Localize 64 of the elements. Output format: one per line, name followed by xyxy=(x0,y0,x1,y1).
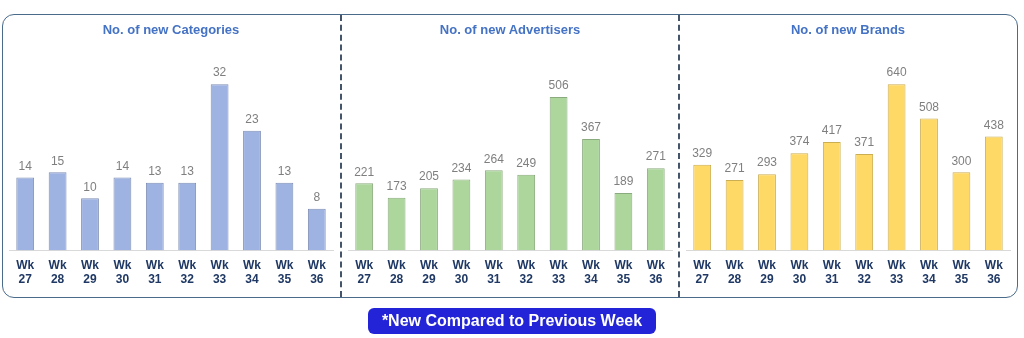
x-tick-label: Wk 30 xyxy=(113,257,132,287)
x-tick-label: Wk 34 xyxy=(581,257,600,287)
x-tick-label: Wk 35 xyxy=(614,257,633,287)
x-tick-label: Wk 29 xyxy=(758,257,777,287)
data-label: 10 xyxy=(83,179,97,194)
data-label: 371 xyxy=(854,135,875,150)
x-tick-label: Wk 34 xyxy=(920,257,939,287)
x-tick-label: Wk 35 xyxy=(952,257,972,287)
x-tick-label: Wk 32 xyxy=(516,257,536,287)
x-tick-label: Wk 32 xyxy=(855,257,874,287)
data-label: 329 xyxy=(692,146,713,161)
chart-title: No. of new Advertisers xyxy=(439,22,580,38)
x-tick-label: Wk 36 xyxy=(985,257,1004,287)
data-label: 271 xyxy=(724,161,746,176)
x-tick-label: Wk 33 xyxy=(887,257,907,287)
data-label: 264 xyxy=(483,151,504,166)
x-tick-label: Wk 33 xyxy=(210,257,229,287)
data-label: 205 xyxy=(418,169,439,184)
x-tick-label: Wk 33 xyxy=(549,257,568,287)
data-label: 13 xyxy=(148,164,162,179)
data-label: 249 xyxy=(515,156,537,171)
x-tick-label: Wk 27 xyxy=(16,257,35,287)
x-tick-label: Wk 30 xyxy=(452,257,471,287)
x-tick-label: Wk 29 xyxy=(81,257,100,287)
x-tick-label: Wk 34 xyxy=(243,257,262,287)
data-label: 508 xyxy=(919,99,940,114)
x-tick-label: Wk 32 xyxy=(178,257,197,287)
data-label: 23 xyxy=(245,112,259,127)
x-tick-label: Wk 31 xyxy=(484,257,503,287)
x-tick-label: Wk 27 xyxy=(693,257,712,287)
data-label: 173 xyxy=(386,179,407,194)
data-label: 189 xyxy=(613,174,634,189)
data-label: 14 xyxy=(18,158,33,173)
data-label: 293 xyxy=(757,155,778,170)
data-label: 221 xyxy=(353,164,375,179)
data-label: 234 xyxy=(451,160,472,175)
data-label: 32 xyxy=(212,65,227,80)
x-tick-label: Wk 30 xyxy=(790,257,810,287)
x-tick-label: Wk 31 xyxy=(145,257,165,287)
chart-title: No. of new Brands xyxy=(791,22,906,38)
data-label: 417 xyxy=(822,123,843,138)
data-label: 13 xyxy=(180,164,195,179)
data-label: 8 xyxy=(313,190,321,204)
data-label: 506 xyxy=(548,78,569,93)
x-tick-label: Wk 28 xyxy=(387,257,406,287)
text: *New Compared to Previous Week xyxy=(367,308,657,334)
x-tick-label: Wk 36 xyxy=(307,257,327,287)
x-tick-label: Wk 31 xyxy=(823,257,842,287)
data-label: 271 xyxy=(645,149,666,164)
data-label: 438 xyxy=(984,117,1005,132)
x-tick-label: Wk 28 xyxy=(725,257,745,287)
data-label: 367 xyxy=(580,120,601,135)
data-label: 14 xyxy=(115,158,130,173)
data-label: 640 xyxy=(886,65,908,80)
x-tick-label: Wk 35 xyxy=(275,257,294,287)
x-tick-label: Wk 28 xyxy=(48,257,67,287)
chart-title: No. of new Categories xyxy=(102,22,240,38)
x-tick-label: Wk 36 xyxy=(646,257,665,287)
data-label: 15 xyxy=(50,153,65,168)
x-tick-label: Wk 29 xyxy=(419,257,438,287)
data-label: 13 xyxy=(277,164,292,179)
data-label: 374 xyxy=(789,134,811,149)
data-label: 300 xyxy=(951,153,973,168)
x-tick-label: Wk 27 xyxy=(354,257,374,287)
